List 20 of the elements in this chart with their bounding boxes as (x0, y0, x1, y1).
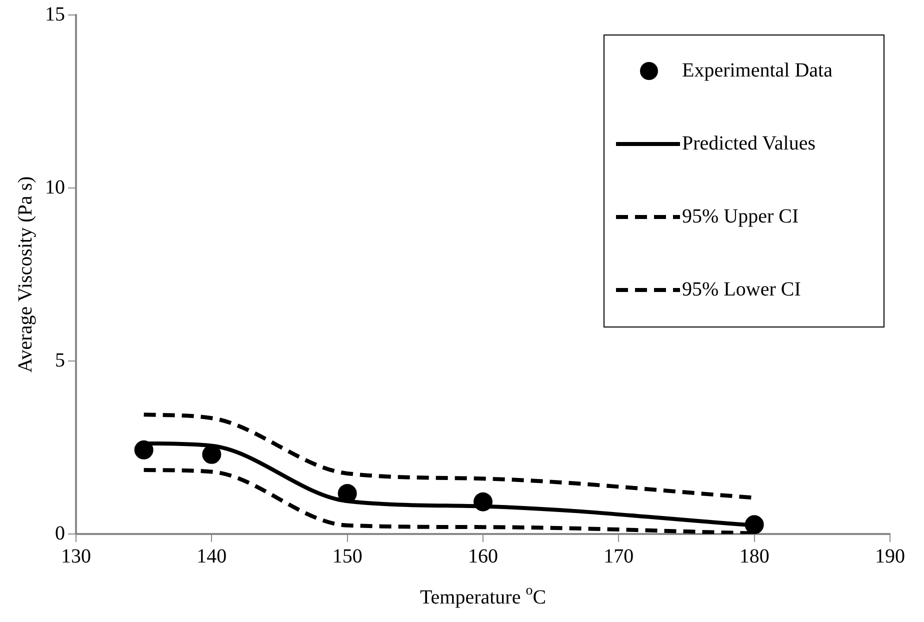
point (474, 492, 492, 512)
y-tick-label: 15 (45, 3, 65, 26)
x-tick-label: 160 (468, 545, 498, 568)
x-tick-label: 140 (196, 545, 227, 568)
point (744, 515, 764, 534)
y-tick-label: 0 (55, 522, 65, 544)
y-axis-title: Average Viscosity (Pa s) (14, 176, 36, 373)
x-tick-label: 170 (604, 545, 634, 568)
x-tick-label: 130 (61, 545, 91, 568)
point (338, 484, 357, 504)
y-tick-label: 5 (55, 349, 65, 372)
y-tick-label: 10 (45, 176, 65, 198)
legend-label: 95% Upper CI (682, 205, 799, 228)
legend-label: Predicted Values (682, 132, 816, 154)
x-tick-label: 180 (739, 545, 770, 568)
x-tick-label: 190 (875, 545, 905, 568)
legend-label: Experimental Data (682, 59, 833, 82)
legend-label: 95% Lower CI (682, 278, 801, 300)
x-tick-label: 150 (332, 545, 362, 568)
point (134, 440, 154, 460)
